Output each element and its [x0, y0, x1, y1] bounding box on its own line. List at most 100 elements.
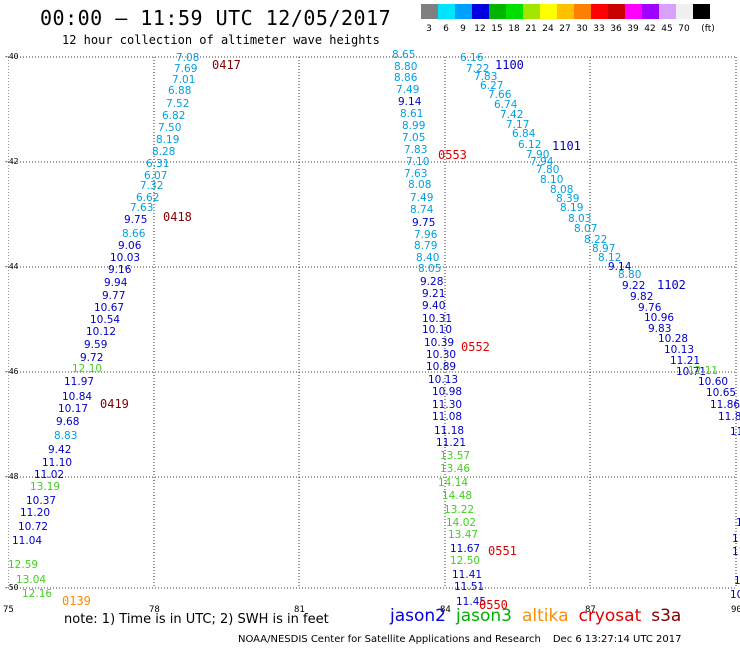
page-subtitle: 12 hour collection of altimeter wave hei… — [62, 33, 380, 47]
wave-height-value: 7.42 — [500, 109, 524, 121]
map-plot — [8, 56, 737, 589]
wave-height-value: 6.27 — [480, 80, 504, 92]
wave-height-value: 11. — [732, 533, 740, 545]
scale-label: 15 — [491, 24, 503, 34]
wave-height-value: 8.19 — [560, 202, 584, 214]
wave-height-value: 8.05 — [418, 263, 442, 275]
wave-height-value: 10.65 — [706, 387, 737, 399]
scale-swatch — [540, 4, 557, 19]
scale-label: 6 — [443, 24, 449, 34]
wave-height-value: 7.80 — [536, 164, 560, 176]
wave-height-value: 6.88 — [168, 85, 192, 97]
wave-height-value: 7.69 — [174, 63, 198, 75]
lon-label: 75 — [3, 605, 14, 615]
wave-height-value: 9.83 — [648, 323, 672, 335]
wave-height-value: 8.03 — [568, 213, 592, 225]
scale-label: 30 — [576, 24, 588, 34]
legend-item: cryosat — [578, 606, 642, 626]
wave-height-value: 6.16 — [460, 52, 484, 64]
wave-height-value: 7.66 — [488, 89, 512, 101]
wave-height-value: 8.12 — [598, 252, 622, 264]
wave-height-value: 7.22 — [466, 63, 490, 75]
wave-height-value: 7.10 — [406, 156, 430, 168]
scale-label: 36 — [610, 24, 622, 34]
scale-label: 33 — [593, 24, 605, 34]
wave-height-value: 9.82 — [630, 291, 654, 303]
wave-height-value: 7.63 — [404, 168, 428, 180]
lon-label: 90 — [731, 605, 740, 615]
scale-swatch — [506, 4, 523, 19]
wave-height-value: 10.03 — [110, 252, 141, 264]
wave-height-value: 11.47 — [734, 575, 740, 587]
legend-item: jason2 — [390, 606, 446, 626]
wave-height-value: 11.8 — [718, 411, 740, 423]
wave-height-value: 13.46 — [440, 463, 471, 475]
wave-height-value: 7.50 — [158, 122, 182, 134]
wave-height-value: 7.01 — [172, 74, 196, 86]
wave-height-value: 10.12 — [86, 326, 117, 338]
wave-height-value: 10.30 — [426, 349, 457, 361]
wave-height-value: 9.14 — [398, 96, 422, 108]
legend-item: altika — [522, 606, 569, 626]
wave-height-value: 11.97 — [64, 376, 95, 388]
wave-height-value: 7.90 — [526, 149, 550, 161]
wave-height-value: 11.21 — [670, 355, 701, 367]
wave-height-value: 10.37 — [26, 495, 57, 507]
wave-height-value: 11.45 — [456, 596, 487, 608]
scale-label: 24 — [542, 24, 554, 34]
wave-height-value: 11.67 — [450, 543, 481, 555]
wave-height-value: 7.83 — [404, 144, 428, 156]
scale-label: 70 — [678, 24, 690, 34]
time-label: 1101 — [552, 139, 581, 153]
wave-height-value: 8.08 — [550, 184, 574, 196]
wave-height-value: 10.31 — [422, 313, 453, 325]
wave-height-value: 11.86 — [710, 399, 740, 411]
scale-label: 3 — [426, 24, 432, 34]
wave-height-value: 6.74 — [494, 99, 518, 111]
wave-height-value: 8.10 — [540, 174, 564, 186]
wave-height-value: 9.72 — [80, 352, 104, 364]
wave-height-value: 10.39 — [424, 337, 455, 349]
wave-height-value: 7.96 — [414, 229, 438, 241]
wave-height-value: 8.83 — [54, 430, 78, 442]
wave-height-value: 12.16 — [22, 588, 53, 600]
wave-height-value: 10.96 — [644, 312, 675, 324]
scale-swatch — [489, 4, 506, 19]
wave-height-value: 9.21 — [422, 288, 446, 300]
wave-height-value: 9.42 — [48, 444, 72, 456]
wave-height-value: 9.22 — [622, 280, 646, 292]
time-label: 0417 — [212, 58, 241, 72]
wave-height-value: 11.4 — [732, 546, 740, 558]
wave-height-value: 6.07 — [144, 170, 168, 182]
time-label: 0418 — [163, 210, 192, 224]
wave-height-value: 12.50 — [450, 555, 481, 567]
lat-label: -40 — [4, 52, 19, 61]
wave-height-value: 11.10 — [42, 457, 73, 469]
time-label: 0553 — [438, 148, 467, 162]
wave-height-value: 7.49 — [396, 84, 420, 96]
wave-height-value: 7.17 — [506, 119, 530, 131]
scale-label: 39 — [627, 24, 639, 34]
wave-height-value: 6.82 — [162, 110, 186, 122]
wave-height-value: 11 — [730, 426, 740, 438]
wave-height-value: 10.67 — [94, 302, 125, 314]
scale-label: 45 — [661, 24, 673, 34]
lon-label: 87 — [585, 605, 596, 615]
scale-swatch — [693, 4, 710, 19]
wave-height-value: 8.86 — [394, 72, 418, 84]
legend-item: jason3 — [456, 606, 512, 626]
scale-swatch — [642, 4, 659, 19]
lat-label: -50 — [4, 583, 19, 592]
wave-height-value: 9.59 — [84, 339, 108, 351]
wave-height-value: 13.04 — [16, 574, 47, 586]
scale-swatch — [625, 4, 642, 19]
wave-height-value: 8.99 — [402, 120, 426, 132]
wave-height-value: 7.49 — [410, 192, 434, 204]
scale-label: 21 — [525, 24, 537, 34]
wave-height-value: 8.65 — [392, 49, 416, 61]
wave-height-value: 11.04 — [12, 535, 43, 547]
wave-height-value: 6.62 — [136, 192, 160, 204]
scale-swatch — [591, 4, 608, 19]
wave-height-value: 8.80 — [618, 269, 642, 281]
wave-height-value: 14.48 — [442, 490, 473, 502]
